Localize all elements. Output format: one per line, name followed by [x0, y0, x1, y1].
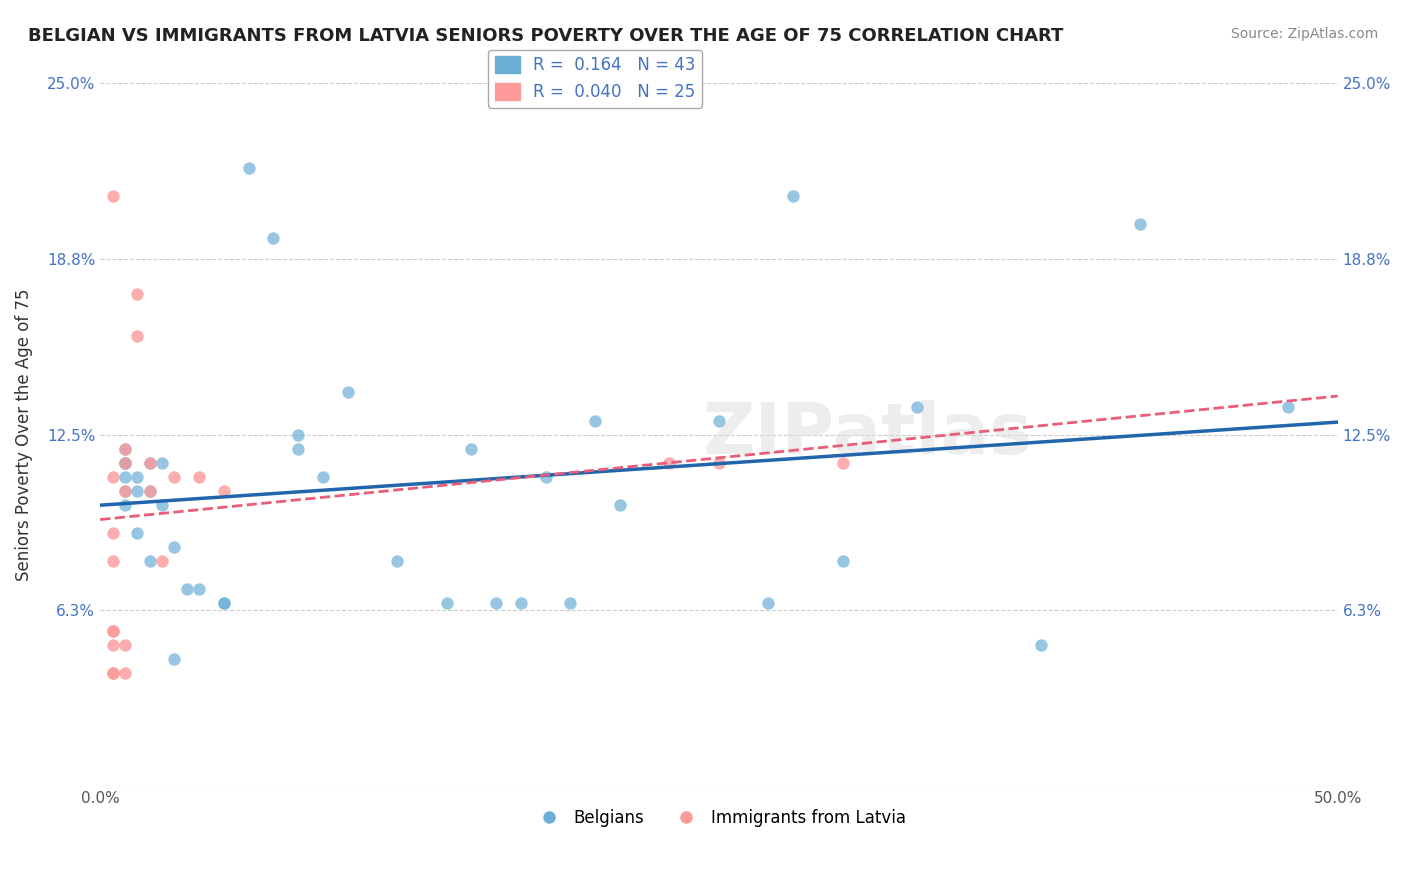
Point — [212, 483, 235, 498]
Point — [127, 483, 149, 498]
Point — [336, 385, 359, 400]
Point — [114, 442, 136, 456]
Point — [114, 456, 136, 470]
Point — [138, 483, 160, 498]
Text: ZIPatlas: ZIPatlas — [703, 401, 1032, 469]
Point — [138, 554, 160, 568]
Point — [138, 483, 160, 498]
Point — [101, 189, 124, 203]
Point — [707, 413, 730, 427]
Point — [127, 525, 149, 540]
Point — [485, 596, 508, 610]
Point — [101, 638, 124, 652]
Point — [138, 456, 160, 470]
Point — [127, 329, 149, 343]
Point — [101, 624, 124, 639]
Point — [609, 498, 631, 512]
Text: Source: ZipAtlas.com: Source: ZipAtlas.com — [1230, 27, 1378, 41]
Point — [101, 554, 124, 568]
Point — [176, 582, 198, 596]
Point — [114, 442, 136, 456]
Point — [114, 638, 136, 652]
Point — [138, 456, 160, 470]
Point — [114, 483, 136, 498]
Point — [212, 596, 235, 610]
Point — [212, 596, 235, 610]
Point — [163, 652, 186, 666]
Point — [188, 582, 211, 596]
Point — [385, 554, 408, 568]
Point — [114, 483, 136, 498]
Point — [831, 554, 853, 568]
Point — [1129, 217, 1152, 231]
Point — [707, 456, 730, 470]
Point — [262, 231, 284, 245]
Point — [287, 442, 309, 456]
Point — [163, 469, 186, 483]
Point — [758, 596, 780, 610]
Legend: Belgians, Immigrants from Latvia: Belgians, Immigrants from Latvia — [526, 802, 912, 834]
Point — [101, 666, 124, 681]
Point — [114, 456, 136, 470]
Point — [101, 624, 124, 639]
Point — [150, 498, 173, 512]
Point — [287, 427, 309, 442]
Point — [312, 469, 335, 483]
Point — [114, 498, 136, 512]
Point — [238, 161, 260, 175]
Point — [460, 442, 482, 456]
Point — [534, 469, 557, 483]
Point — [163, 540, 186, 554]
Point — [1029, 638, 1052, 652]
Point — [560, 596, 582, 610]
Point — [101, 666, 124, 681]
Point — [114, 666, 136, 681]
Point — [1277, 400, 1299, 414]
Point — [436, 596, 458, 610]
Point — [782, 189, 804, 203]
Point — [658, 456, 681, 470]
Point — [905, 400, 928, 414]
Point — [150, 554, 173, 568]
Point — [114, 469, 136, 483]
Point — [150, 456, 173, 470]
Point — [127, 287, 149, 301]
Point — [127, 469, 149, 483]
Point — [101, 469, 124, 483]
Point — [583, 413, 606, 427]
Point — [509, 596, 531, 610]
Point — [831, 456, 853, 470]
Point — [188, 469, 211, 483]
Text: BELGIAN VS IMMIGRANTS FROM LATVIA SENIORS POVERTY OVER THE AGE OF 75 CORRELATION: BELGIAN VS IMMIGRANTS FROM LATVIA SENIOR… — [28, 27, 1063, 45]
Point — [101, 525, 124, 540]
Y-axis label: Seniors Poverty Over the Age of 75: Seniors Poverty Over the Age of 75 — [15, 288, 32, 581]
Point — [114, 456, 136, 470]
